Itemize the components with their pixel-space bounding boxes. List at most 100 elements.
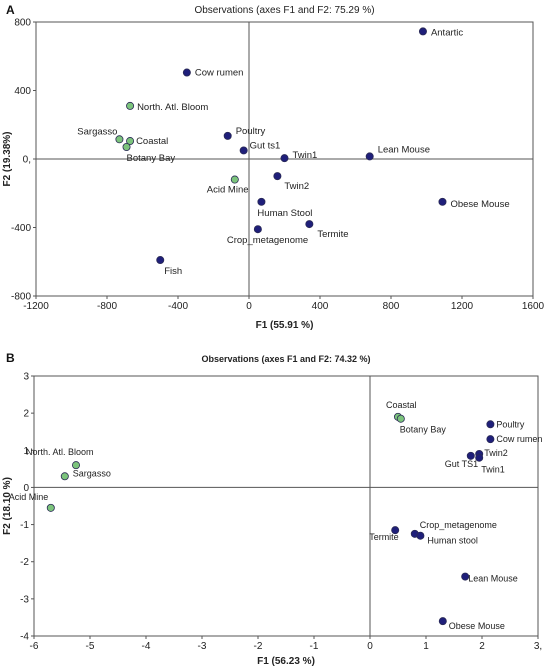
data-point-label: Cow rumen xyxy=(496,434,542,444)
data-point-label: Acid Mine xyxy=(9,492,49,502)
y-tick-label: -3 xyxy=(20,594,29,605)
data-point xyxy=(223,131,232,140)
data-point xyxy=(305,220,314,229)
data-point xyxy=(72,461,81,470)
data-point-label: Cow rumen xyxy=(195,68,244,79)
data-point xyxy=(156,256,165,265)
data-point-label: Poultry xyxy=(236,126,266,137)
data-point-label: Botany Bay xyxy=(127,153,176,164)
data-point xyxy=(396,414,405,423)
data-point-label: Sargasso xyxy=(77,126,117,137)
x-tick-label: 3, xyxy=(534,641,542,652)
x-tick-label: 1200 xyxy=(451,301,474,312)
data-point-label: Obese Mouse xyxy=(449,621,505,631)
panel-letter: B xyxy=(6,351,15,365)
x-tick-label: 1 xyxy=(423,641,429,652)
x-tick-label: 0 xyxy=(246,301,252,312)
data-point xyxy=(230,175,239,184)
x-axis-label: F1 (55.91 %) xyxy=(256,320,314,331)
data-point-label: Human Stool xyxy=(257,208,312,219)
chart-title: Observations (axes F1 and F2: 74.32 %) xyxy=(201,354,370,364)
data-point-label: Termite xyxy=(317,229,348,240)
y-tick-label: 1 xyxy=(23,446,29,457)
data-point xyxy=(461,572,470,581)
x-axis-label: F1 (56.23 %) xyxy=(257,656,315,667)
data-point-label: Coastal xyxy=(386,400,417,410)
data-point xyxy=(122,143,131,152)
data-point xyxy=(46,503,55,512)
data-point xyxy=(182,68,191,77)
y-tick-label: 3 xyxy=(23,372,29,383)
x-tick-label: -6 xyxy=(30,641,39,652)
x-tick-label: -4 xyxy=(142,641,151,652)
chart-panel-a: A Observations (axes F1 and F2: 75.29 %) -… xyxy=(2,3,545,331)
x-tick-label: -400 xyxy=(168,301,188,312)
data-point xyxy=(257,197,266,206)
data-point-label: Crop_metagenome xyxy=(420,520,497,530)
data-point-label: Twin2 xyxy=(484,448,508,458)
data-point-label: Fish xyxy=(164,266,182,277)
data-point xyxy=(115,135,124,144)
data-point xyxy=(486,435,495,444)
data-point-label: Crop_metagenome xyxy=(227,235,308,246)
data-point-label: Human stool xyxy=(427,536,478,546)
data-point-label: Twin2 xyxy=(284,181,309,192)
data-point xyxy=(60,472,69,481)
y-tick-label: 0 xyxy=(23,483,29,494)
x-tick-label: -3 xyxy=(198,641,207,652)
data-point xyxy=(438,617,447,626)
data-point xyxy=(253,225,262,234)
data-point-label: Coastal xyxy=(136,136,168,147)
y-tick-label: -800 xyxy=(11,292,31,303)
y-tick-label: 400 xyxy=(14,86,31,97)
data-point xyxy=(365,152,374,161)
data-point-label: Lean Mouse xyxy=(378,144,430,155)
x-tick-label: -5 xyxy=(86,641,95,652)
panel-letter: A xyxy=(6,3,15,17)
x-tick-label: 2 xyxy=(479,641,485,652)
data-point-label: Botany Bay xyxy=(400,425,447,435)
data-point xyxy=(486,420,495,429)
data-point xyxy=(418,27,427,36)
y-axis-label: F2 (18.10 %) xyxy=(2,477,13,535)
x-tick-label: -1200 xyxy=(23,301,49,312)
data-point xyxy=(438,197,447,206)
data-point-label: Obese Mouse xyxy=(450,199,509,210)
data-point xyxy=(475,453,484,462)
y-tick-label: 800 xyxy=(14,18,31,29)
data-point-label: Lean Mouse xyxy=(468,574,518,584)
data-point-label: Sargasso xyxy=(73,468,111,478)
data-point xyxy=(273,172,282,181)
data-point-label: Acid Mine xyxy=(207,185,249,196)
data-point xyxy=(466,451,475,460)
data-point-label: Twin1 xyxy=(293,150,318,161)
data-point-label: Poultry xyxy=(496,419,525,429)
y-axis-label: F2 (19.38%) xyxy=(2,131,13,186)
x-tick-label: -2 xyxy=(254,641,263,652)
data-point xyxy=(391,526,400,535)
chart-panel-b: B Observations (axes F1 and F2: 74.32 %) -… xyxy=(2,351,542,667)
data-point xyxy=(280,154,289,163)
x-tick-label: 400 xyxy=(312,301,329,312)
y-tick-label: 2 xyxy=(23,409,29,420)
data-point-label: Twin1 xyxy=(481,465,505,475)
x-tick-label: -1 xyxy=(310,641,319,652)
data-point xyxy=(126,137,135,146)
data-point xyxy=(239,146,248,155)
y-tick-label: 0, xyxy=(23,155,31,166)
y-tick-label: -1 xyxy=(20,520,29,531)
x-tick-label: 800 xyxy=(383,301,400,312)
data-point xyxy=(416,531,425,540)
data-point-label: Termite xyxy=(369,532,399,542)
data-point-label: Gut ts1 xyxy=(250,140,281,151)
plot-frame xyxy=(33,375,539,637)
data-point xyxy=(126,101,135,110)
chart-title: Observations (axes F1 and F2: 75.29 %) xyxy=(194,5,374,16)
data-point-label: North. Atl. Bloom xyxy=(137,102,208,113)
data-point-label: Antartic xyxy=(431,27,463,38)
y-tick-label: -4 xyxy=(20,632,29,643)
y-tick-label: -2 xyxy=(20,557,29,568)
y-tick-label: -400 xyxy=(11,223,31,234)
x-tick-label: 1600 xyxy=(522,301,545,312)
